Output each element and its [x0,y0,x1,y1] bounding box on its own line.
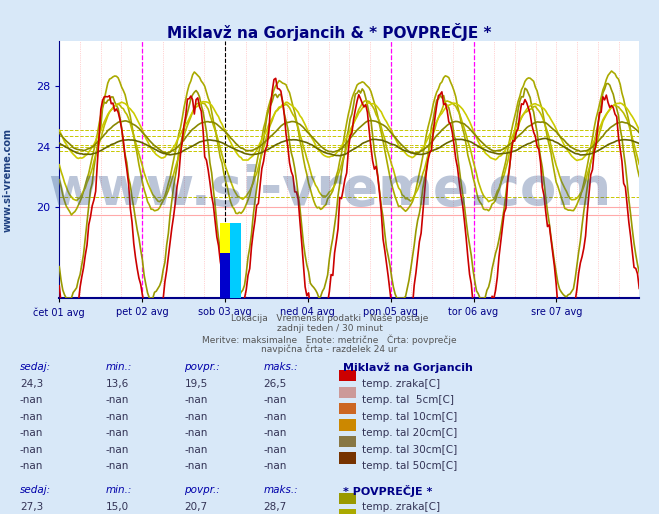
Text: 19,5: 19,5 [185,379,208,389]
Text: min.:: min.: [105,485,132,495]
Bar [339,509,356,514]
Text: Lokacija   Vremenski podatki   Naše postaje: Lokacija Vremenski podatki Naše postaje [231,314,428,323]
Text: -nan: -nan [20,445,43,454]
Text: 26,5: 26,5 [264,379,287,389]
Text: -nan: -nan [264,445,287,454]
Text: -nan: -nan [105,428,129,438]
Bar [339,452,356,464]
Text: maks.:: maks.: [264,362,299,372]
Text: -nan: -nan [264,461,287,471]
Text: -nan: -nan [185,445,208,454]
Text: -nan: -nan [20,428,43,438]
Text: 15,0: 15,0 [105,502,129,511]
Text: -nan: -nan [20,395,43,405]
Text: 20,7: 20,7 [185,502,208,511]
Text: -nan: -nan [185,461,208,471]
Text: sedaj:: sedaj: [20,362,51,372]
Bar [220,253,230,298]
Bar [339,387,356,398]
Text: -nan: -nan [105,412,129,421]
Text: Meritve: maksimalne   Enote: metrične   Črta: povprečje: Meritve: maksimalne Enote: metrične Črta… [202,334,457,344]
Text: 24,3: 24,3 [20,379,43,389]
Text: temp. tal 30cm[C]: temp. tal 30cm[C] [362,445,458,454]
Text: Miklavž na Gorjancih & * POVPREČJE *: Miklavž na Gorjancih & * POVPREČJE * [167,23,492,41]
Text: -nan: -nan [264,395,287,405]
Text: 28,7: 28,7 [264,502,287,511]
Text: * POVPREČJE *: * POVPREČJE * [343,485,432,497]
Bar [230,223,241,298]
Text: temp. zraka[C]: temp. zraka[C] [362,379,441,389]
Text: -nan: -nan [20,461,43,471]
Text: -nan: -nan [264,412,287,421]
Bar [339,403,356,414]
Text: -nan: -nan [105,445,129,454]
Text: maks.:: maks.: [264,485,299,495]
Text: www.si-vreme.com: www.si-vreme.com [3,128,13,232]
Text: temp. tal  5cm[C]: temp. tal 5cm[C] [362,395,455,405]
Text: temp. tal 10cm[C]: temp. tal 10cm[C] [362,412,458,421]
Text: -nan: -nan [185,428,208,438]
Text: povpr.:: povpr.: [185,362,220,372]
Text: -nan: -nan [264,428,287,438]
Text: povpr.:: povpr.: [185,485,220,495]
Bar [220,223,241,298]
Bar [339,419,356,431]
Text: zadnji teden / 30 minut: zadnji teden / 30 minut [277,324,382,333]
Text: min.:: min.: [105,362,132,372]
Bar [339,436,356,447]
Text: Miklavž na Gorjancih: Miklavž na Gorjancih [343,362,473,373]
Bar [339,493,356,504]
Text: temp. tal 50cm[C]: temp. tal 50cm[C] [362,461,458,471]
Text: sedaj:: sedaj: [20,485,51,495]
Text: -nan: -nan [105,395,129,405]
Text: -nan: -nan [20,412,43,421]
Text: navpična črta - razdelek 24 ur: navpična črta - razdelek 24 ur [262,344,397,354]
Text: 27,3: 27,3 [20,502,43,511]
Text: -nan: -nan [185,412,208,421]
Text: 13,6: 13,6 [105,379,129,389]
Text: -nan: -nan [185,395,208,405]
Text: www.si-vreme.com: www.si-vreme.com [48,164,611,216]
Bar [339,370,356,381]
Text: temp. zraka[C]: temp. zraka[C] [362,502,441,511]
Text: temp. tal 20cm[C]: temp. tal 20cm[C] [362,428,458,438]
Text: -nan: -nan [105,461,129,471]
